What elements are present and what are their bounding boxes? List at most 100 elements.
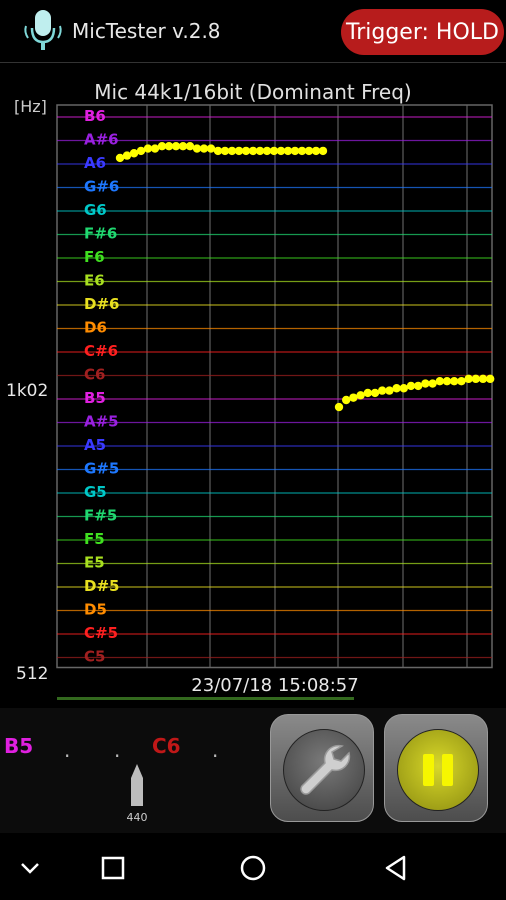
back-icon[interactable] — [378, 850, 414, 886]
frequency-point — [276, 146, 286, 156]
frequency-point — [136, 146, 146, 156]
frequency-point — [241, 146, 251, 156]
chart-title: Mic 44k1/16bit (Dominant Freq) — [94, 80, 412, 104]
frequency-point — [157, 142, 167, 151]
frequency-point — [290, 146, 300, 156]
app-bar: MicTester v.2.8 Trigger: HOLD — [0, 0, 506, 63]
tuner-note-current: C6 — [152, 734, 181, 758]
frequency-point — [150, 144, 160, 153]
frequency-point — [370, 388, 380, 398]
note-label: C#5 — [84, 624, 118, 642]
plot-frame — [56, 104, 493, 669]
frequency-point — [435, 377, 444, 386]
system-nav-bar — [0, 833, 506, 900]
frequency-point — [164, 142, 174, 151]
note-label: A6 — [84, 154, 106, 172]
frequency-point — [450, 377, 459, 386]
frequency-point — [206, 144, 216, 153]
frequency-point — [318, 146, 328, 156]
pause-icon — [423, 754, 453, 786]
tuner-tick-dot: . — [64, 738, 71, 762]
capture-timestamp: 23/07/18 15:08:57 — [191, 675, 359, 696]
note-label: C6 — [84, 366, 105, 384]
frequency-point — [486, 374, 495, 384]
y-tick-label: 1k02 — [6, 381, 48, 401]
note-label: B6 — [84, 107, 106, 125]
app-title: MicTester v.2.8 — [72, 19, 221, 43]
hide-keyboard-icon[interactable] — [12, 850, 48, 886]
frequency-point — [213, 146, 223, 156]
pause-button[interactable] — [384, 714, 488, 822]
frequency-point — [122, 151, 132, 160]
note-label: D5 — [84, 601, 107, 619]
frequency-point — [199, 144, 209, 153]
note-label: A#6 — [84, 131, 119, 149]
frequency-point — [311, 146, 321, 156]
y-axis-unit-label: [Hz] — [14, 97, 47, 116]
frequency-point — [255, 146, 265, 156]
frequency-point — [262, 146, 272, 156]
note-label: D6 — [84, 319, 107, 337]
frequency-point — [192, 144, 202, 153]
note-label: F#5 — [84, 507, 117, 525]
frequency-point — [385, 386, 394, 395]
note-label: E6 — [84, 272, 105, 290]
note-label: C5 — [84, 648, 105, 666]
frequency-point — [178, 142, 188, 151]
frequency-point — [471, 374, 480, 384]
frequency-point — [248, 146, 258, 156]
tuner-tick-dot: . — [114, 738, 121, 762]
frequency-point — [349, 393, 358, 402]
frequency-point — [464, 374, 473, 384]
frequency-point — [363, 388, 372, 398]
frequency-point — [220, 146, 230, 156]
frequency-point — [442, 377, 452, 386]
frequency-point — [115, 153, 125, 163]
frequency-point — [414, 381, 423, 391]
frequency-point — [428, 379, 437, 388]
note-label: D#5 — [84, 577, 119, 595]
frequency-point — [304, 146, 314, 156]
frequency-chart: B6 A#6 A6 G#6 G6 F#6 F6 E6 D#6 D6 C#6 C6 B5 A#5 A5 G#5 G… — [6, 97, 495, 684]
note-label: G5 — [84, 483, 107, 501]
home-icon[interactable] — [235, 850, 271, 886]
tuner-tick-dot: . — [212, 738, 219, 762]
frequency-point — [378, 386, 387, 395]
frequency-point — [234, 146, 244, 156]
tuner-note-strip: B5 . . C6 . 440 — [0, 708, 260, 833]
frequency-point — [269, 146, 279, 156]
frequency-point — [185, 142, 195, 151]
note-label: G6 — [84, 201, 107, 219]
frequency-point — [399, 384, 408, 393]
reference-frequency: 440 — [126, 811, 148, 824]
frequency-point — [421, 379, 430, 388]
frequency-point — [297, 146, 307, 156]
tuner-panel: B5 . . C6 . 440 — [0, 708, 506, 833]
frequency-point — [283, 146, 293, 156]
microphone-icon — [24, 10, 62, 50]
frequency-point — [334, 402, 344, 412]
tuner-note-prev: B5 — [4, 734, 34, 758]
y-tick-label: 512 — [16, 664, 48, 684]
frequency-point — [342, 395, 351, 405]
frequency-point — [478, 374, 488, 384]
note-label: F#6 — [84, 225, 117, 243]
tuner-needle-icon — [131, 764, 143, 806]
timeline-scroll-bar[interactable] — [57, 697, 354, 700]
settings-button-face — [283, 729, 365, 811]
settings-button[interactable] — [270, 714, 374, 822]
frequency-point — [392, 384, 401, 393]
note-label: A5 — [84, 436, 106, 454]
note-label: G#6 — [84, 178, 119, 196]
note-label: F5 — [84, 530, 105, 548]
wrench-icon — [300, 744, 351, 795]
frequency-point — [227, 146, 237, 156]
note-label: B5 — [84, 389, 106, 407]
pause-button-face — [397, 729, 479, 811]
trigger-mode-button[interactable]: Trigger: HOLD — [341, 9, 504, 55]
note-label: C#6 — [84, 342, 118, 360]
recent-apps-icon[interactable] — [95, 850, 131, 886]
frequency-point — [356, 391, 365, 400]
frequency-point — [406, 381, 416, 391]
note-label: E5 — [84, 554, 105, 572]
